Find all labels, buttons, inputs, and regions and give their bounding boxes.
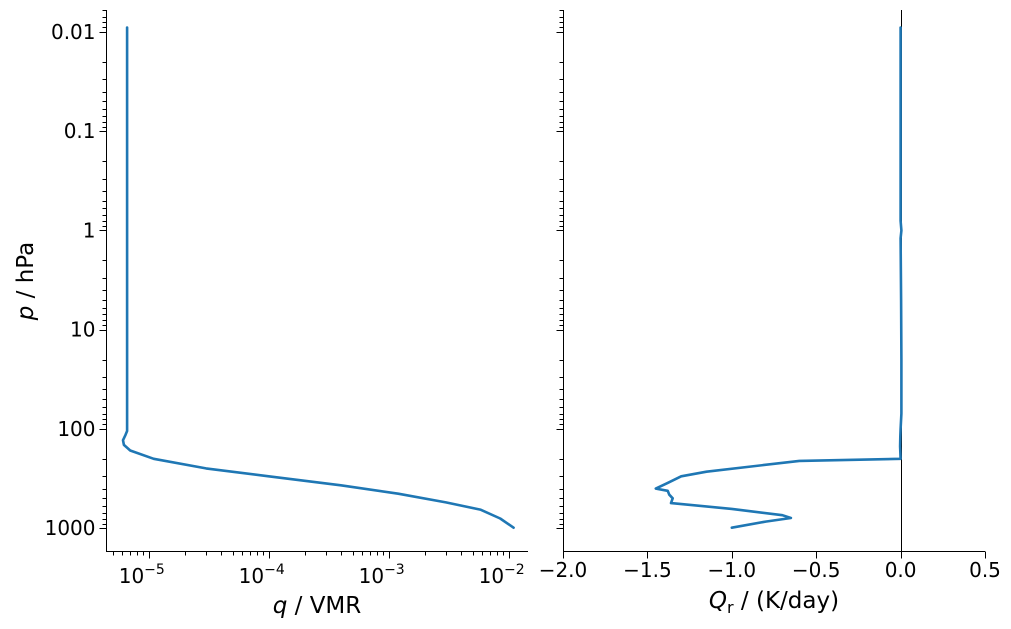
x-tick-label: 10−3	[359, 562, 405, 588]
y-tick-label: 1000	[45, 516, 96, 540]
x-tick-label: 0.5	[969, 558, 1001, 582]
y-tick-label: 100	[57, 417, 95, 441]
x-tick-label: −2.0	[539, 558, 588, 582]
x-tick-label: 10−5	[119, 562, 165, 588]
left-curve-layer	[121, 26, 515, 529]
y-tick-label: 1	[83, 218, 96, 242]
y-tick-label: 10	[70, 318, 95, 342]
left-tick-layer: 0.01 0.1 1 10 100 1000 10−5 10−4 10−3 10−2	[45, 10, 525, 588]
x-tick-label: 0.0	[885, 558, 917, 582]
heating-rate-profile-line	[654, 26, 903, 529]
x-tick-label: 10−2	[479, 562, 525, 588]
left-x-axis-label: q / VMR	[273, 593, 362, 619]
right-x-axis-label: Qr / (K/day)	[709, 588, 839, 617]
x-tick-label: −1.0	[708, 558, 757, 582]
x-tick-label: 10−4	[239, 562, 285, 588]
x-tick-label: −1.5	[623, 558, 672, 582]
y-tick-label: 0.01	[51, 20, 96, 44]
vmr-profile-line	[121, 26, 515, 529]
left-y-axis-label: p / hPa	[13, 242, 39, 322]
right-tick-layer: −2.0 −1.5 −1.0 −0.5 0.0 0.5	[539, 10, 1001, 582]
right-curve-layer	[654, 26, 903, 529]
y-tick-label: 0.1	[64, 119, 96, 143]
x-tick-label: −0.5	[792, 558, 841, 582]
right-panel: −2.0 −1.5 −1.0 −0.5 0.0 0.5 Qr / (K/day)	[539, 10, 1001, 617]
left-panel: 0.01 0.1 1 10 100 1000 10−5 10−4 10−3 10−2 q / VM…	[13, 10, 528, 619]
